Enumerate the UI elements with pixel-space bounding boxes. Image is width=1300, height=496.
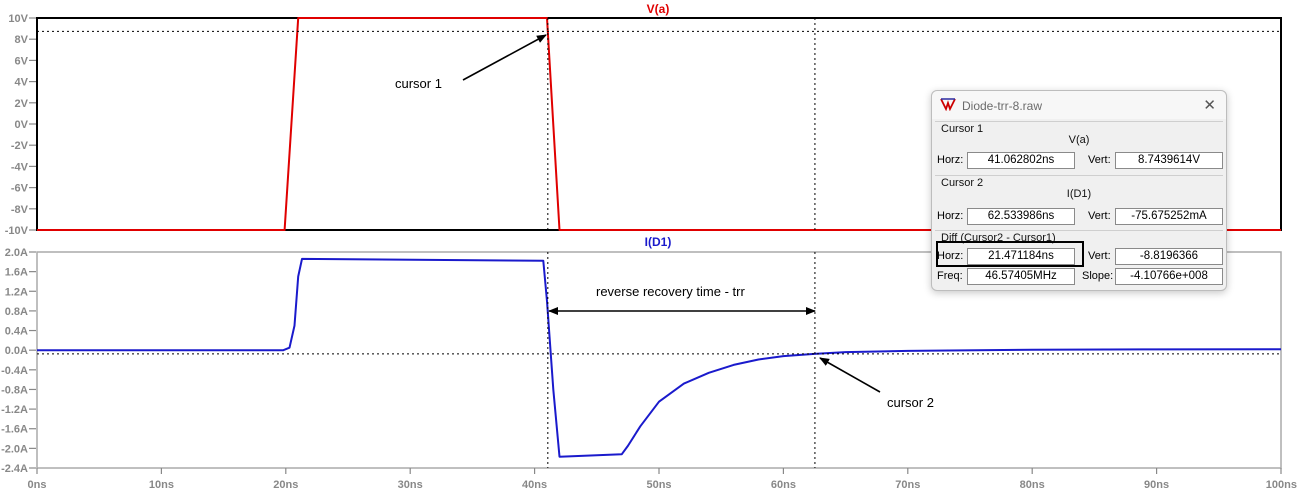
x-tick-label: 30ns — [398, 479, 423, 491]
y-tick-label: 8V — [15, 34, 29, 46]
x-tick-label: 40ns — [522, 479, 547, 491]
cursor2-group: Cursor 2 I(D1) Horz: 62.533986ns Vert: -… — [935, 175, 1223, 230]
cursor1-group-label: Cursor 1 — [941, 123, 984, 135]
y-tick-label: -6V — [11, 183, 29, 195]
close-icon[interactable]: ✕ — [1203, 97, 1216, 114]
diff-vert-label: Vert: — [1088, 250, 1111, 262]
y-tick-label: 0.0A — [5, 345, 28, 357]
cursor2-horz-label: Horz: — [937, 210, 964, 222]
x-tick-label: 90ns — [1144, 479, 1169, 491]
i-d1-trace[interactable] — [37, 257, 1282, 458]
cursor1-group: Cursor 1 V(a) Horz: 41.062802ns Vert: 8.… — [935, 121, 1223, 176]
x-tick-label: 20ns — [273, 479, 298, 491]
diff-freq-field[interactable]: 46.57405MHz — [967, 268, 1075, 285]
top-trace-title[interactable]: V(a) — [647, 2, 670, 16]
diff-slope-label: Slope: — [1082, 270, 1114, 282]
x-tick-label: 0ns — [28, 479, 47, 491]
y-tick-label: -8V — [11, 204, 29, 216]
y-tick-label: 4V — [15, 77, 29, 89]
cursor1-annotation: cursor 1 — [395, 76, 442, 91]
diff-horz-highlight-box — [936, 241, 1084, 267]
i-d1-trace-group — [37, 257, 1282, 458]
y-tick-label: 6V — [15, 55, 29, 67]
cursor2-horz-field[interactable]: 62.533986ns — [967, 208, 1075, 225]
x-tick-label: 10ns — [149, 479, 174, 491]
x-tick-label: 60ns — [771, 479, 796, 491]
x-tick-label: 80ns — [1020, 479, 1045, 491]
diff-horz-field[interactable]: 21.471184ns — [967, 248, 1075, 265]
y-tick-label: 2.0A — [5, 247, 28, 259]
y-tick-label: 0.8A — [5, 306, 28, 318]
y-tick-label: 1.6A — [5, 267, 28, 279]
v-a-trace[interactable] — [37, 17, 1281, 231]
top-y-axis: 10V 8V 6V 4V 2V 0V -2V -4V -6V -8V -10V — [5, 13, 36, 237]
cursor1-trace-label: V(a) — [1068, 134, 1090, 146]
bottom-y-axis: 2.0A 1.6A 1.2A 0.8A 0.4A 0.0A -0.4A -0.8A -1.2A -… — [1, 247, 36, 475]
y-tick-label: 10V — [8, 13, 28, 25]
y-tick-label: 0V — [15, 119, 29, 131]
diff-freq-label: Freq: — [937, 270, 963, 282]
v-a-trace-group — [37, 17, 1281, 231]
cursor2-vert-label: Vert: — [1088, 210, 1111, 222]
cursor1-arrow — [462, 34, 547, 81]
dialog-titlebar[interactable]: Diode-trr-8.raw ✕ — [932, 91, 1226, 119]
cursor2-group-label: Cursor 2 — [941, 177, 984, 189]
dialog-title: Diode-trr-8.raw — [962, 99, 1043, 113]
cursor2-arrow — [819, 357, 881, 393]
diff-horz-label: Horz: — [937, 250, 964, 262]
cursor1-horz-field[interactable]: 41.062802ns — [967, 152, 1075, 169]
x-tick-label: 100ns — [1266, 479, 1297, 491]
y-tick-label: -2.4A — [1, 463, 28, 475]
y-tick-label: -0.8A — [1, 384, 28, 396]
cursor1-vert-label: Vert: — [1088, 154, 1111, 166]
x-axis: 0ns 10ns 20ns 30ns 40ns 50ns 60ns 70ns 80ns 90ns 1… — [28, 468, 1297, 491]
trr-annotation: reverse recovery time - trr — [596, 284, 745, 299]
y-tick-label: -1.6A — [1, 424, 28, 436]
cursor2-annotation: cursor 2 — [887, 395, 934, 410]
cursor1-vert-field[interactable]: 8.7439614V — [1115, 152, 1223, 169]
ltspice-app-icon — [940, 97, 956, 114]
y-tick-label: 1.2A — [5, 286, 28, 298]
diff-vert-field[interactable]: -8.8196366 — [1115, 248, 1223, 265]
x-tick-label: 70ns — [895, 479, 920, 491]
y-tick-label: -10V — [5, 225, 29, 237]
bottom-trace-title[interactable]: I(D1) — [645, 235, 672, 249]
diff-slope-field[interactable]: -4.10766e+008 — [1115, 268, 1223, 285]
y-tick-label: -1.2A — [1, 404, 28, 416]
y-tick-label: -4V — [11, 161, 29, 173]
y-tick-label: -2V — [11, 140, 29, 152]
cursor1-horz-label: Horz: — [937, 154, 964, 166]
x-tick-label: 50ns — [646, 479, 671, 491]
y-tick-label: 2V — [15, 98, 29, 110]
y-tick-label: -0.4A — [1, 365, 28, 377]
y-tick-label: -2.0A — [1, 443, 28, 455]
y-tick-label: 0.4A — [5, 326, 28, 338]
cursor2-trace-label: I(D1) — [1066, 188, 1092, 200]
cursor-readout-dialog[interactable]: Diode-trr-8.raw ✕ Cursor 1 V(a) Horz: 41… — [931, 90, 1227, 291]
cursor2-vert-field[interactable]: -75.675252mA — [1115, 208, 1223, 225]
